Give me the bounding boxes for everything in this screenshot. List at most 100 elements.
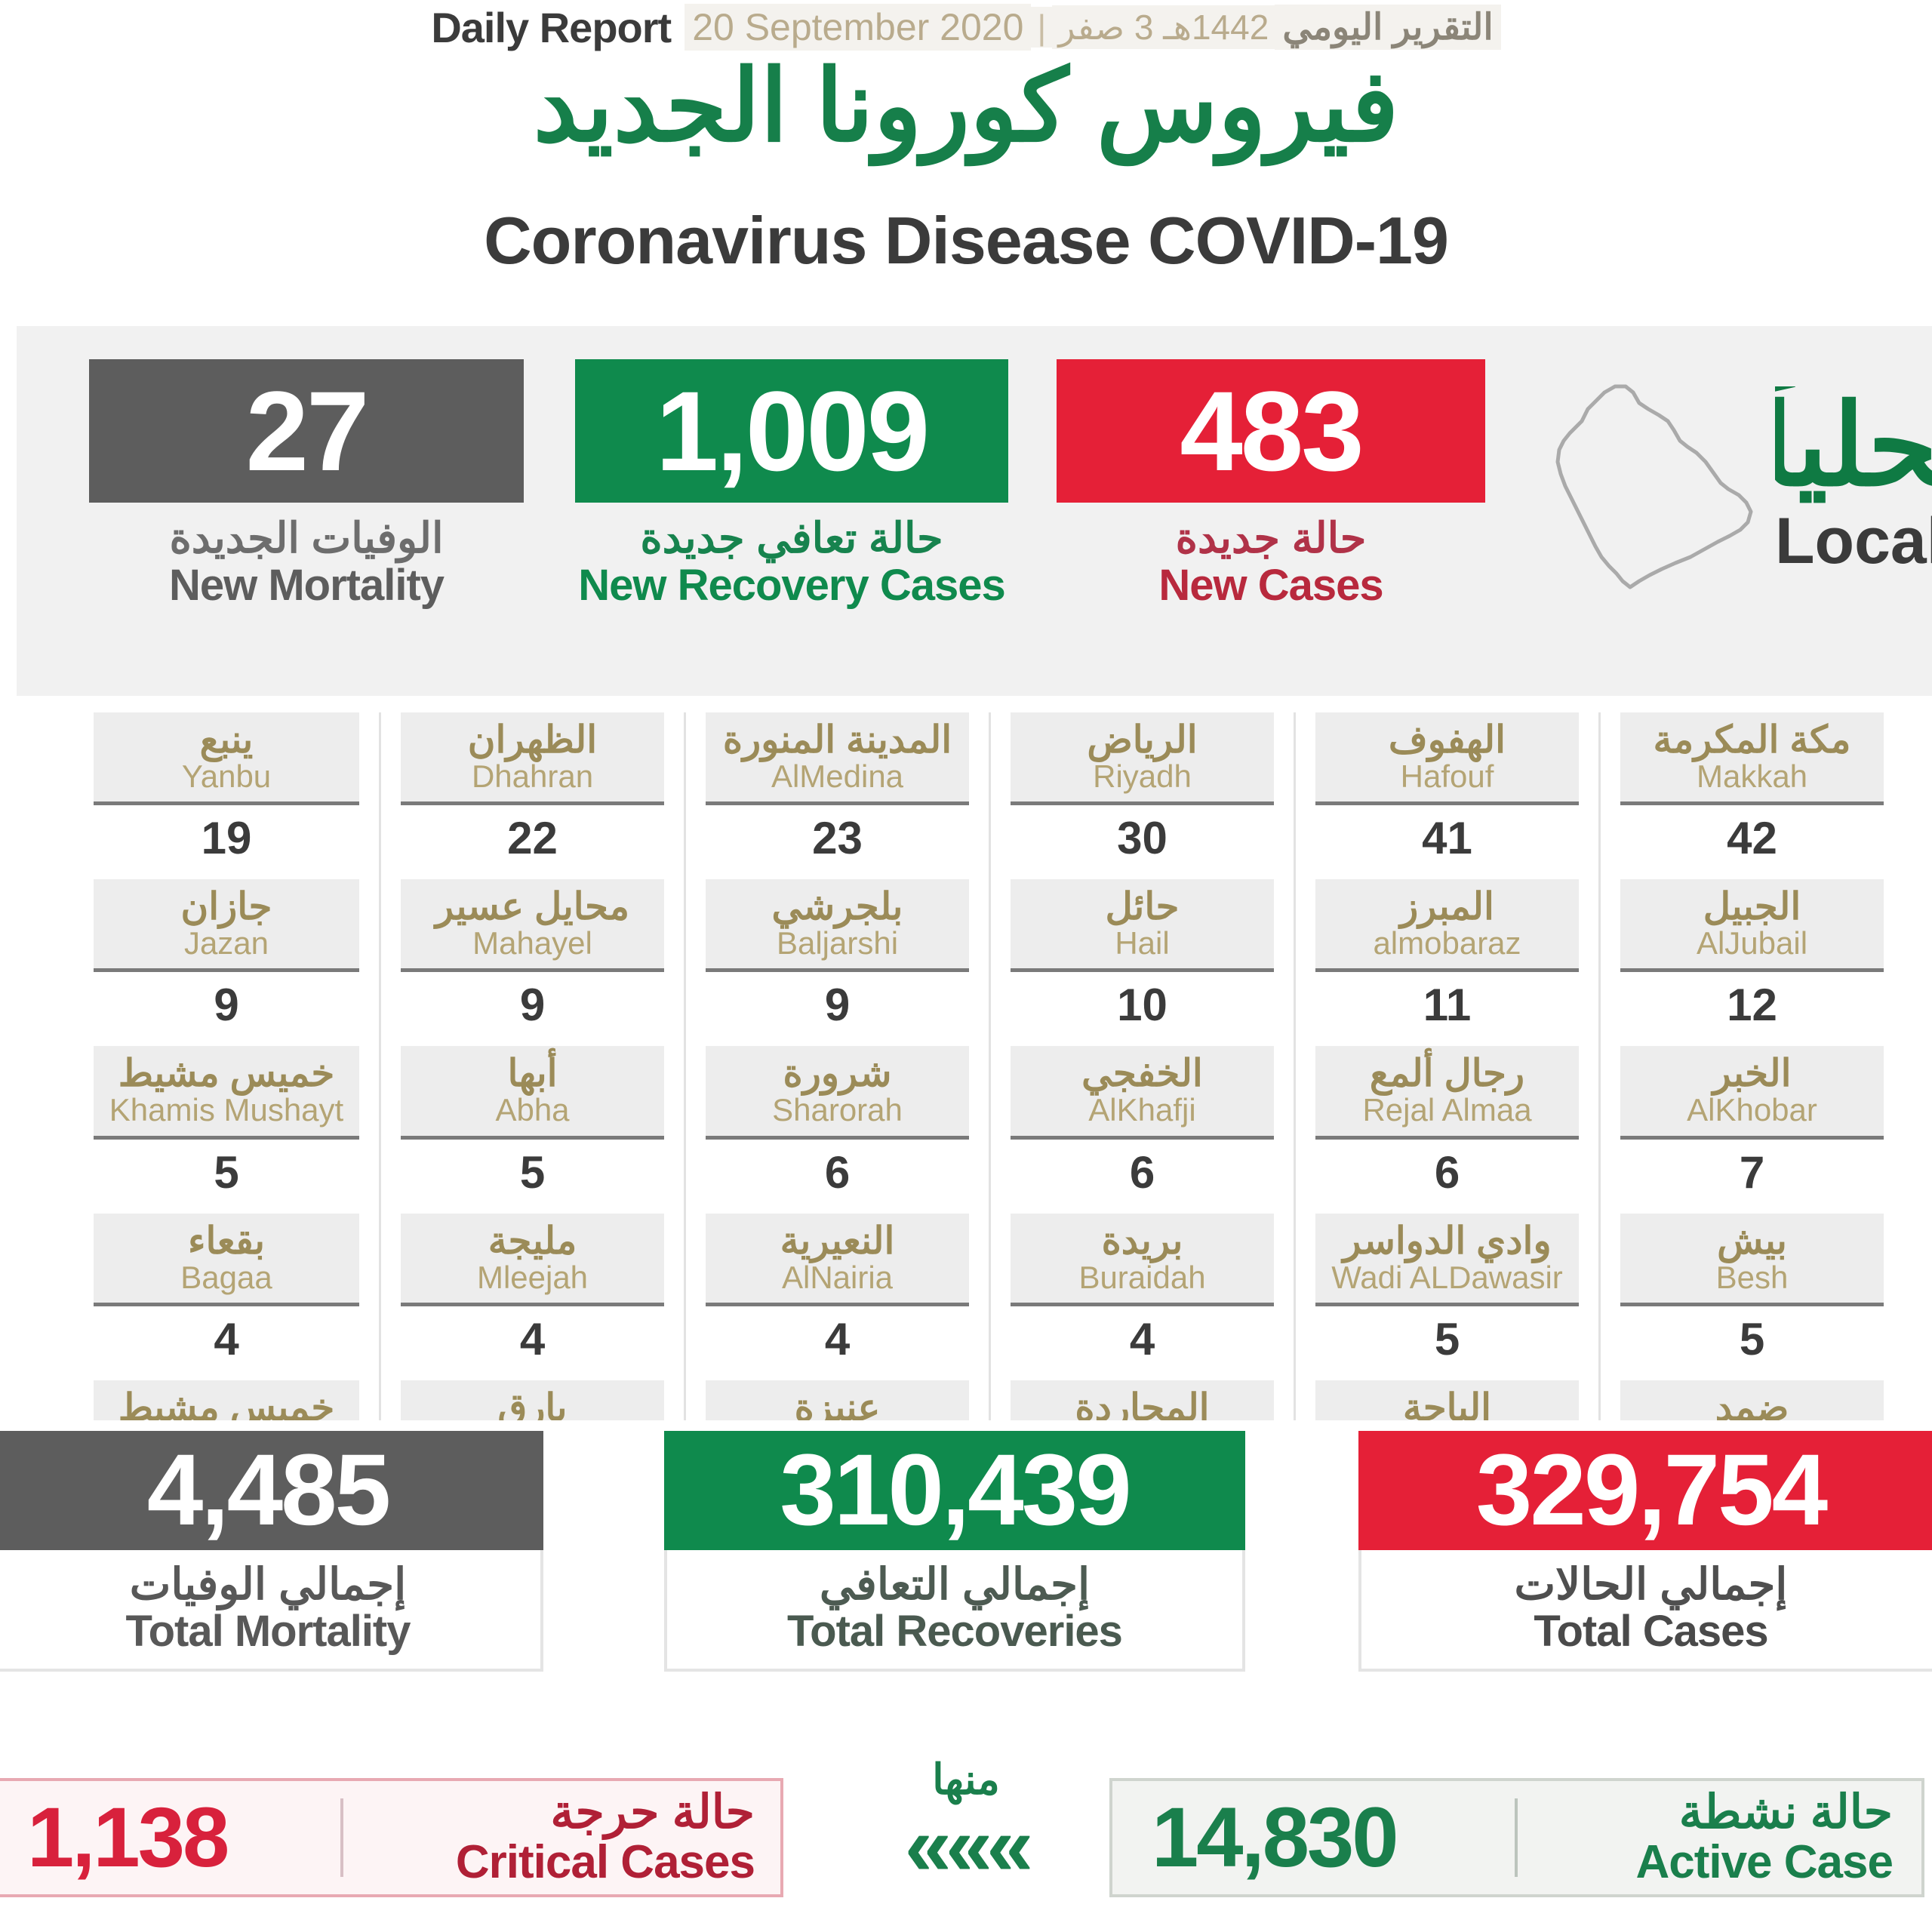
city-case-count: 19 [94,801,359,879]
city-name-en: Mleejah [476,1259,589,1295]
city-grid-column: الرياض Riyadh 30 حائل Hail 10 الخفجي AlKhafji 6 ب… [989,712,1294,1420]
city-case-count: 5 [401,1135,664,1214]
critical-cases-card: 1,138 حالة حرجة Critical Cases [0,1778,783,1897]
report-meta-row: Daily Report 20 September 2020 | 1442هـ … [0,3,1932,51]
critical-divider [340,1798,343,1877]
city-name-ar: بلجرشي [771,885,903,928]
city-name-en: Jazan [183,925,269,961]
city-name-ar: الخفجي [1081,1052,1203,1095]
city-cell: عنيزةUnaizah [706,1380,969,1420]
daily-report-label-en: Daily Report [431,3,672,51]
city-case-count: 11 [1315,968,1579,1046]
city-name-en: Hail [1115,925,1170,961]
city-name-ar: عنيزة [794,1386,881,1420]
city-cell: بلجرشي Baljarshi 9 [706,879,969,1046]
new-mortality-label-en: New Mortality [168,560,445,610]
city-name-block: مكة المكرمة Makkah [1620,712,1884,802]
city-name-block: الخبر AlKhobar [1620,1046,1884,1136]
city-name-ar: بيش [1717,1219,1787,1262]
city-cell: حائل Hail 10 [1011,879,1274,1046]
city-name-ar: بارق [497,1386,568,1420]
city-cell: محايل عسير Mahayel 9 [401,879,664,1046]
region-badge-locally: محلياً Locally [1775,386,1932,574]
city-name-block: رجال ألمع Rejal Almaa [1315,1046,1579,1136]
city-name-block: عنيزةUnaizah [706,1380,969,1420]
city-name-block: الجبيل AlJubail [1620,879,1884,969]
total-card-cases: 329,754 إجمالي الحالات Total Cases [1358,1431,1932,1672]
city-cell: مكة المكرمة Makkah 42 [1620,712,1884,879]
city-name-block: الظهران Dhahran [401,712,664,802]
city-name-ar: الخبر [1712,1052,1792,1095]
active-cases-label-ar: حالة نشطة [1678,1786,1893,1839]
city-name-block: الباحةAlBaha [1315,1380,1579,1420]
city-cell: أبها Abha 5 [401,1046,664,1213]
active-cases-label-en: Active Case [1635,1836,1894,1889]
city-name-ar: النعيرية [780,1219,895,1262]
new-recovery-label-en: New Recovery Cases [578,560,1006,610]
total-recoveries-value: 310,439 [664,1431,1245,1550]
city-name-ar: وادي الدواسر [1343,1219,1552,1262]
critical-cases-label-en: Critical Cases [455,1836,755,1889]
city-name-en: Wadi ALDawasir [1331,1259,1563,1295]
critical-cases-value: 1,138 [27,1790,229,1884]
new-mortality-label-ar: الوفيات الجديدة [169,514,444,561]
city-cell: ضمدDamad [1620,1380,1884,1420]
city-name-ar: شرورة [783,1052,892,1095]
city-name-block: خميس مشيط Khamis Mushayt [94,1046,359,1136]
city-name-ar: ضمد [1715,1386,1789,1420]
city-cell: بريدة Buraidah 4 [1011,1213,1274,1380]
city-cell: الهفوف Hafouf 41 [1315,712,1579,879]
city-case-count: 30 [1011,801,1274,879]
city-name-en: Riyadh [1093,758,1192,794]
connector-group: منها ««« [853,1758,1079,1888]
total-mortality-label-en: Total Mortality [125,1606,411,1656]
city-name-ar: خميس مشيط [118,1052,335,1095]
city-name-ar: بريدة [1101,1219,1183,1262]
city-name-en: Bagaa [180,1259,272,1295]
city-name-en: Sharorah [772,1092,903,1128]
hijri-date: 1442هـ 3 صفر [1052,5,1275,49]
city-name-block: الهفوف Hafouf [1315,712,1579,802]
critical-cases-label-ar: حالة حرجة [550,1786,755,1839]
city-case-count: 10 [1011,968,1274,1046]
city-name-en: Abha [495,1092,570,1128]
city-cell: ينبع Yanbu 19 [94,712,359,879]
total-recoveries-label-en: Total Recoveries [787,1606,1123,1656]
city-name-en: almobaraz [1373,925,1521,961]
city-case-count: 7 [1620,1135,1884,1214]
city-name-en: Baljarshi [776,925,899,961]
totals-band: 4,485 إجمالي الوفيات Total Mortality 310… [0,1420,1932,1745]
new-cases-label-en: New Cases [1158,560,1383,610]
city-name-ar: المجاردة [1075,1386,1210,1420]
city-name-ar: حائل [1105,885,1180,928]
city-name-en: AlJubail [1696,925,1808,961]
city-name-en: AlNairia [781,1259,894,1295]
city-cell: الخبر AlKhobar 7 [1620,1046,1884,1213]
city-name-block: بارقBareq [401,1380,664,1420]
city-cell: المبرز almobaraz 11 [1315,879,1579,1046]
city-name-en: AlKhobar [1687,1092,1817,1128]
city-grid-column: المدينة المنورة AlMedina 23 بلجرشي Baljarshi… [684,712,989,1420]
city-cell: بارقBareq [401,1380,664,1420]
city-cell: المجاردةAlMajardah [1011,1380,1274,1420]
gregorian-date: 20 September 2020 [685,4,1032,51]
total-mortality-label-ar: إجمالي الوفيات [129,1560,407,1609]
city-cell: الجبيل AlJubail 12 [1620,879,1884,1046]
city-name-block: بيش Besh [1620,1213,1884,1303]
city-case-count: 6 [1315,1135,1579,1214]
city-grid-column: مكة المكرمة Makkah 42 الجبيل AlJubail 12 الخبر… [1598,712,1903,1420]
city-name-en: Yanbu [181,758,272,794]
city-cell: مليجة Mleejah 4 [401,1213,664,1380]
city-name-en: Rejal Almaa [1362,1092,1532,1128]
city-cell: الخفجي AlKhafji 6 [1011,1046,1274,1213]
active-cases-value: 14,830 [1152,1790,1399,1884]
city-case-count: 5 [94,1135,359,1214]
city-name-ar: الهفوف [1388,718,1506,761]
city-name-en: Makkah [1696,758,1808,794]
page-title-ar: فيروس كورونا الجديد [533,51,1401,162]
city-name-en: Buraidah [1078,1259,1206,1295]
new-recovery-value: 1,009 [575,359,1008,503]
city-name-ar: رجال ألمع [1369,1052,1525,1095]
city-name-en: Mahayel [472,925,592,961]
city-case-count: 6 [706,1135,969,1214]
